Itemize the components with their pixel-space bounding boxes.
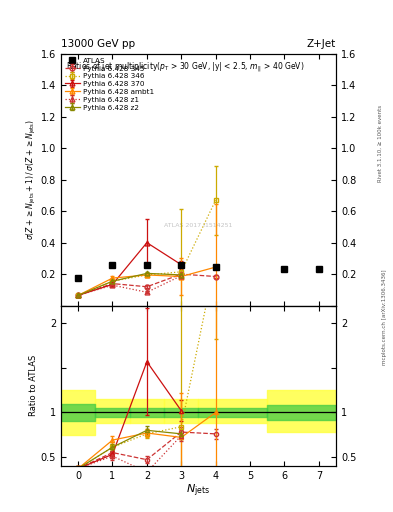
Text: mcplots.cern.ch [arXiv:1306.3436]: mcplots.cern.ch [arXiv:1306.3436]: [382, 270, 387, 365]
Text: ATLAS 2017 I1514251: ATLAS 2017 I1514251: [164, 223, 233, 227]
Y-axis label: $\sigma(Z + \geq N_\mathrm{jets}+1)\,/\,\sigma(Z + \geq N_\mathrm{jets})$: $\sigma(Z + \geq N_\mathrm{jets}+1)\,/\,…: [25, 119, 38, 240]
Text: Ratios of jet multiplicity($p_\mathrm{T}$ > 30 GeV, |y| < 2.5, $m_{||}$ > 40 GeV: Ratios of jet multiplicity($p_\mathrm{T}…: [66, 61, 305, 75]
Text: Z+Jet: Z+Jet: [307, 38, 336, 49]
Legend: ATLAS, Pythia 6.428 345, Pythia 6.428 346, Pythia 6.428 370, Pythia 6.428 ambt1,: ATLAS, Pythia 6.428 345, Pythia 6.428 34…: [63, 56, 156, 112]
X-axis label: $N_\mathrm{jets}$: $N_\mathrm{jets}$: [186, 482, 211, 499]
Text: Rivet 3.1.10, ≥ 100k events: Rivet 3.1.10, ≥ 100k events: [378, 105, 383, 182]
Text: 13000 GeV pp: 13000 GeV pp: [61, 38, 135, 49]
Y-axis label: Ratio to ATLAS: Ratio to ATLAS: [29, 355, 38, 416]
